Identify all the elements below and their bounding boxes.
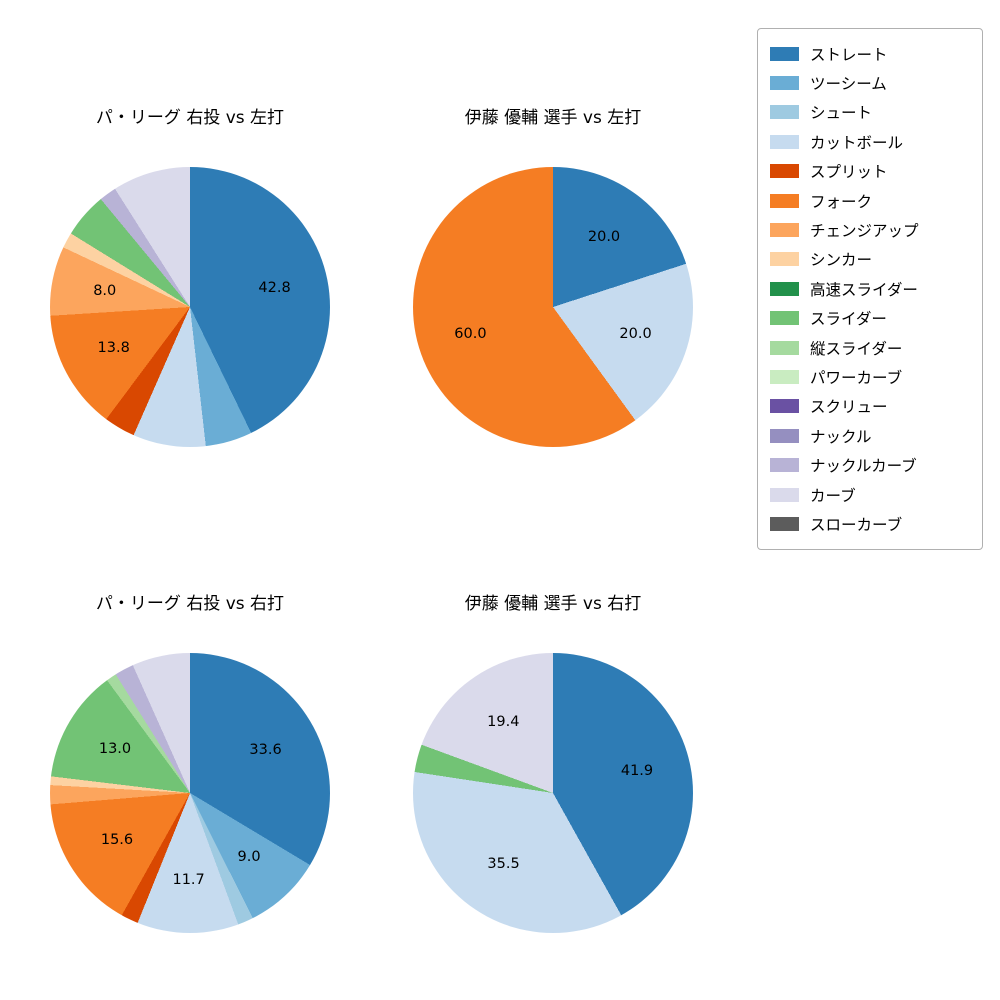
legend-swatch xyxy=(770,223,799,238)
pie-percent-label: 35.5 xyxy=(487,856,520,873)
legend-swatch xyxy=(770,281,799,296)
legend-item: スプリット xyxy=(770,157,970,186)
pie-percent-label: 41.9 xyxy=(620,763,654,780)
legend-label: スローカーブ xyxy=(810,515,903,534)
legend-item: スライダー xyxy=(770,304,970,333)
legend-label: スライダー xyxy=(810,310,887,329)
legend-swatch xyxy=(770,399,799,414)
legend-item: スクリュー xyxy=(770,392,970,421)
legend-swatch xyxy=(770,458,799,473)
pie-percent-label: 8.0 xyxy=(93,282,117,299)
chart-title: 伊藤 優輔 選手 vs 左打 xyxy=(464,108,642,128)
pie-percent-label: 13.0 xyxy=(98,741,132,758)
legend-swatch xyxy=(770,105,799,120)
legend-label: パワーカーブ xyxy=(810,368,903,387)
legend-swatch xyxy=(770,369,799,384)
legend-item: チェンジアップ xyxy=(770,215,970,244)
legend-swatch xyxy=(770,311,799,326)
legend-label: ナックル xyxy=(810,427,872,446)
legend-item: 縦スライダー xyxy=(770,333,970,362)
legend-swatch xyxy=(770,516,799,531)
legend-item: パワーカーブ xyxy=(770,362,970,391)
legend-label: フォーク xyxy=(810,192,873,211)
legend-swatch xyxy=(770,193,799,208)
pie-chart: 33.6 9.0 11.7 15.6 13.0 xyxy=(50,653,330,933)
legend-label: 高速スライダー xyxy=(810,280,918,299)
legend-swatch xyxy=(770,340,799,355)
chart-title: パ・リーグ 右投 vs 右打 xyxy=(95,594,285,614)
legend-swatch xyxy=(770,76,799,91)
legend-label: シンカー xyxy=(810,251,873,270)
pie-percent-label: 33.6 xyxy=(249,742,282,759)
chart-pa-league-right-vs-left: パ・リーグ 右投 vs 左打 42.8 13.8 8.0 xyxy=(50,106,330,447)
pie-percent-label: 15.6 xyxy=(100,831,134,848)
pie-percent-label: 13.8 xyxy=(97,340,130,357)
legend-label: チェンジアップ xyxy=(810,222,919,241)
legend-label: 縦スライダー xyxy=(810,339,903,358)
chart-title: 伊藤 優輔 選手 vs 右打 xyxy=(464,594,642,614)
pie-percent-label: 9.0 xyxy=(237,848,261,865)
legend-swatch xyxy=(770,487,799,502)
legend-swatch xyxy=(770,134,799,149)
legend-label: カーブ xyxy=(810,486,856,505)
legend-label: カットボール xyxy=(810,133,904,152)
pie-percent-label: 20.0 xyxy=(619,325,652,342)
legend-item: カーブ xyxy=(770,480,970,509)
legend-item: シュート xyxy=(770,98,970,127)
legend-item: フォーク xyxy=(770,186,970,215)
legend-swatch xyxy=(770,252,799,267)
pie-percent-label: 20.0 xyxy=(587,228,621,245)
pie-chart: 41.9 35.5 19.4 xyxy=(413,653,693,933)
chart-ito-yusuke-vs-left: 伊藤 優輔 選手 vs 左打 20.0 20.0 60.0 xyxy=(413,106,693,447)
legend-item: ツーシーム xyxy=(770,68,970,97)
chart-title: パ・リーグ 右投 vs 左打 xyxy=(95,108,285,128)
legend-item: ストレート xyxy=(770,39,970,68)
legend-swatch xyxy=(770,46,799,61)
chart-pa-league-right-vs-right: パ・リーグ 右投 vs 右打 33.6 9.0 11.7 15.6 13.0 xyxy=(50,592,330,933)
legend-item: スローカーブ xyxy=(770,509,970,538)
legend-label: シュート xyxy=(810,104,873,123)
pie-chart: 42.8 13.8 8.0 xyxy=(50,167,330,447)
pie-percent-label: 11.7 xyxy=(172,871,205,888)
legend-item: 高速スライダー xyxy=(770,274,970,303)
legend-label: ツーシーム xyxy=(810,75,887,94)
legend-item: カットボール xyxy=(770,127,970,156)
legend-label: ナックルカーブ xyxy=(810,457,917,476)
chart-ito-yusuke-vs-right: 伊藤 優輔 選手 vs 右打 41.9 35.5 19.4 xyxy=(413,592,693,933)
legend-label: スプリット xyxy=(810,163,888,182)
legend-label: ストレート xyxy=(810,45,888,64)
legend-swatch xyxy=(770,428,799,443)
legend-label: スクリュー xyxy=(810,398,888,417)
legend-item: ナックル xyxy=(770,421,970,450)
pie-percent-label: 19.4 xyxy=(487,713,520,730)
legend-item: シンカー xyxy=(770,245,970,274)
legend: ストレートツーシームシュートカットボール スプリットフォークチェンジアップ シンカー… xyxy=(757,28,983,550)
legend-swatch xyxy=(770,164,799,179)
pie-percent-label: 42.8 xyxy=(258,279,291,296)
pie-percent-label: 60.0 xyxy=(454,325,487,342)
pie-chart: 20.0 20.0 60.0 xyxy=(413,167,693,447)
legend-item: ナックルカーブ xyxy=(770,450,970,479)
